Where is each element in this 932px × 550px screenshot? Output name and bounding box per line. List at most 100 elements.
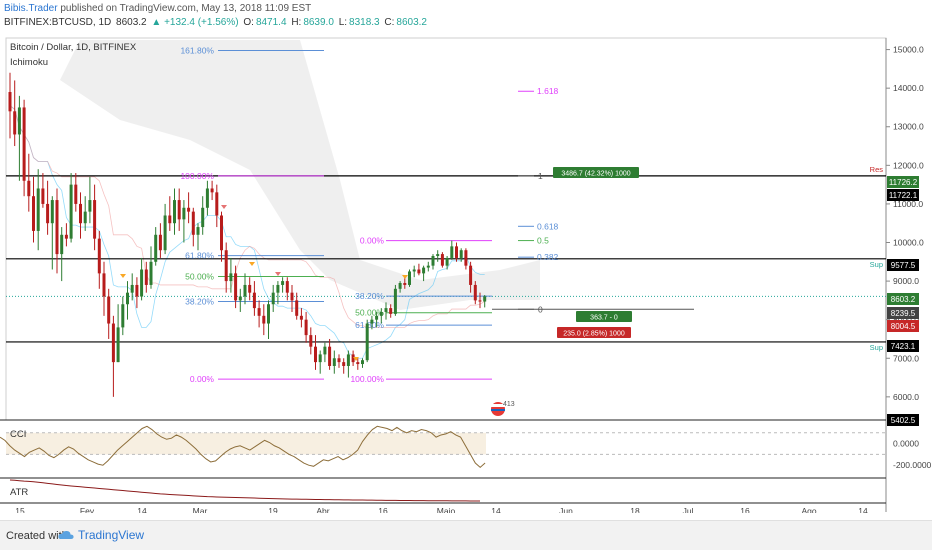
candle (361, 358, 364, 368)
candle (144, 261, 148, 293)
candle (46, 180, 50, 235)
candle-body (187, 207, 191, 212)
candle-body (32, 196, 35, 231)
candle-body (196, 227, 200, 235)
open-label: O: (243, 17, 254, 28)
candle-body (173, 200, 176, 224)
candle (248, 277, 252, 301)
candle-body (455, 246, 458, 258)
candle-body (126, 292, 129, 305)
candle (257, 300, 261, 328)
candle (182, 200, 186, 243)
candle-body (17, 107, 21, 135)
tradingview-brand[interactable]: TradingView (58, 528, 144, 542)
candle (408, 269, 411, 287)
candle (158, 223, 162, 258)
candle-body (13, 111, 17, 135)
low-value: 8318.3 (349, 17, 380, 28)
candle (121, 296, 125, 336)
candle (276, 281, 280, 305)
candle (140, 257, 144, 301)
symbol-label: BITFINEX:BTCUSD, 1D (4, 17, 112, 28)
candle (13, 80, 17, 147)
candle-body (8, 92, 12, 112)
signal-marker (221, 205, 227, 209)
price-tag (887, 340, 919, 352)
candle-body (220, 215, 223, 251)
x-tick-label: 16 (740, 506, 750, 513)
candle-body (483, 296, 487, 302)
candle (135, 277, 139, 309)
candle-body (36, 188, 40, 231)
candle (210, 180, 214, 201)
events-badge-count: 413 (503, 401, 515, 408)
position-box (557, 327, 631, 338)
candle-body (450, 246, 454, 258)
candle-body (314, 346, 317, 363)
price-tag-label: 11726.2 (889, 178, 918, 187)
candle (64, 223, 68, 247)
candle-body (135, 284, 139, 297)
candle (36, 169, 40, 251)
close-value: 8603.2 (396, 17, 427, 28)
candle (88, 176, 92, 224)
candle-body (177, 200, 181, 220)
candle-body (234, 273, 238, 301)
candle (445, 256, 449, 270)
price-tag (887, 414, 919, 426)
tenkan-line (9, 105, 485, 359)
high-label: H: (291, 17, 302, 28)
candle-body (201, 207, 205, 228)
candle (351, 350, 355, 366)
candle (163, 203, 167, 255)
candle-body (412, 269, 416, 272)
candle (41, 173, 45, 208)
signal-marker (120, 274, 126, 278)
symbol-quote-line: BITFINEX:BTCUSD, 1D 8603.2 ▲ +132.4 (+1.… (4, 17, 429, 28)
published-text: published on TradingView.com, May 13, 20… (60, 3, 312, 14)
x-tick-label: Abr (316, 506, 329, 513)
candle (252, 281, 256, 316)
candle (459, 248, 463, 262)
candle (107, 288, 111, 339)
signal-marker (249, 262, 255, 266)
candle (74, 173, 78, 212)
price-tag-label: 5402.5 (891, 416, 916, 425)
candle-body (60, 234, 64, 255)
candle-body (478, 300, 482, 302)
candle (229, 257, 233, 293)
candle (299, 308, 303, 328)
x-tick-label: 14 (491, 506, 501, 513)
cci-line (0, 425, 486, 469)
candle-body (41, 188, 45, 204)
candle-body (229, 273, 233, 282)
candle (440, 252, 444, 268)
price-chart[interactable]: 15000.0 14000.0 13000.0 12000.0 11000.0 10000… (0, 35, 932, 513)
candle (168, 196, 172, 231)
price-tag (887, 176, 919, 188)
price-tag-label: 9577.5 (891, 261, 916, 270)
author-link[interactable]: Bibis.Trader (4, 3, 58, 14)
candle-body (55, 200, 59, 255)
fib-level-label: 0.00% (360, 236, 385, 246)
cci-pane-label: CCI (10, 429, 27, 440)
candle-body (356, 362, 360, 365)
chart-title: Bitcoin / Dollar, 1D, BITFINEX (10, 42, 137, 53)
level-label: Sup (870, 260, 883, 269)
candle-body (140, 269, 144, 297)
price-tag (887, 293, 919, 305)
candle (389, 304, 393, 318)
y-tick-label: 11000.0 (893, 199, 923, 209)
x-tick-label: 14 (858, 506, 868, 513)
candle (295, 292, 299, 320)
candle-body (243, 284, 247, 297)
candle (154, 227, 158, 266)
candle (187, 192, 191, 224)
candle (201, 196, 205, 235)
candle (126, 281, 129, 320)
last-price: 8603.2 (116, 17, 147, 28)
low-label: L: (338, 17, 348, 28)
candle-body (168, 215, 172, 224)
candle-body (309, 335, 313, 347)
candle-body (262, 315, 266, 324)
